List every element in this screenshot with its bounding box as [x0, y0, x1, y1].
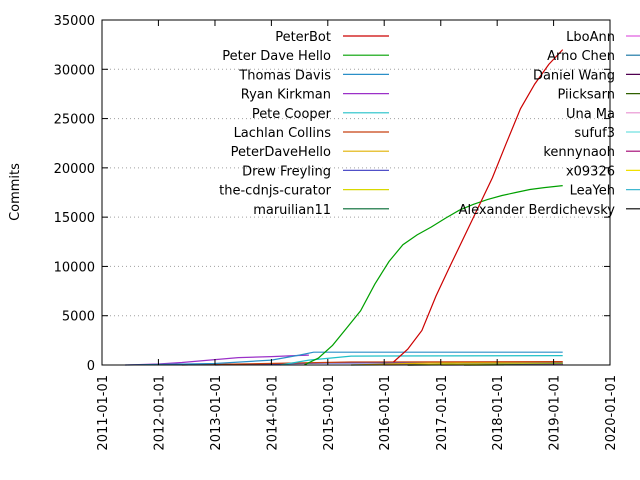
legend-label: Alexander Berdichevsky [459, 203, 616, 218]
legend-label: maruilian11 [253, 203, 331, 218]
y-tick-label: 35000 [54, 14, 95, 29]
y-tick-label: 20000 [54, 162, 95, 177]
legend-label: Daniel Wang [533, 68, 615, 83]
legend-label: LboAnn [566, 30, 615, 45]
legend-label: LeaYeh [570, 184, 615, 199]
legend-label: Lachlan Collins [234, 126, 332, 141]
x-tick-label: 2011-01-01 [96, 375, 111, 451]
legend-label: Arno Chen [547, 49, 615, 64]
legend-label: Piicksarn [557, 88, 615, 103]
y-tick-label: 0 [87, 359, 95, 374]
legend-label: Ryan Kirkman [241, 88, 331, 103]
plot-frame [101, 19, 611, 366]
series-line-peter-dave-hello [303, 185, 563, 366]
x-tick-label: 2019-01-01 [548, 375, 563, 451]
legend-label: Peter Dave Hello [222, 49, 331, 64]
x-tick-label: 2013-01-01 [209, 375, 224, 451]
legend-label: Drew Freyling [242, 164, 331, 179]
x-tick-label: 2015-01-01 [322, 375, 337, 451]
y-tick-label: 10000 [54, 260, 95, 275]
grid [102, 68, 610, 317]
series-line-ryan-kirkman [125, 354, 309, 366]
x-tick-label: 2016-01-01 [378, 375, 393, 451]
x-tick-label: 2014-01-01 [265, 375, 280, 451]
legend-label: PeterBot [275, 30, 331, 45]
y-tick-label: 25000 [54, 113, 95, 128]
y-tick-label: 5000 [62, 310, 95, 325]
legend: PeterBot Peter Dave Hello Thomas Davis Ryan… [219, 30, 640, 218]
legend-label: kennynaoh [543, 145, 615, 160]
x-tick-label: 2018-01-01 [491, 375, 506, 451]
y-tick-label: 30000 [54, 63, 95, 78]
series-line-peterbot [393, 49, 564, 363]
legend-label: Pete Cooper [252, 107, 332, 122]
series-line-pete-cooper [280, 355, 563, 366]
legend-label: the-cdnjs-curator [219, 184, 331, 199]
x-tick-label: 2020-01-01 [604, 375, 619, 451]
legend-label: Una Ma [566, 107, 615, 122]
axis-ticks: 0 5000 10000 15000 20000 25000 30000 35000 2011-… [54, 14, 619, 451]
legend-label: x09326 [566, 164, 615, 179]
series-line-thomas-davis [125, 351, 563, 366]
x-tick-label: 2012-01-01 [152, 375, 167, 451]
legend-label: Thomas Davis [238, 68, 331, 83]
legend-label: sufuf3 [574, 126, 615, 141]
x-tick-label: 2017-01-01 [435, 375, 450, 451]
legend-label: PeterDaveHello [231, 145, 331, 160]
y-axis-label: Commits [8, 163, 23, 221]
y-tick-label: 15000 [54, 211, 95, 226]
